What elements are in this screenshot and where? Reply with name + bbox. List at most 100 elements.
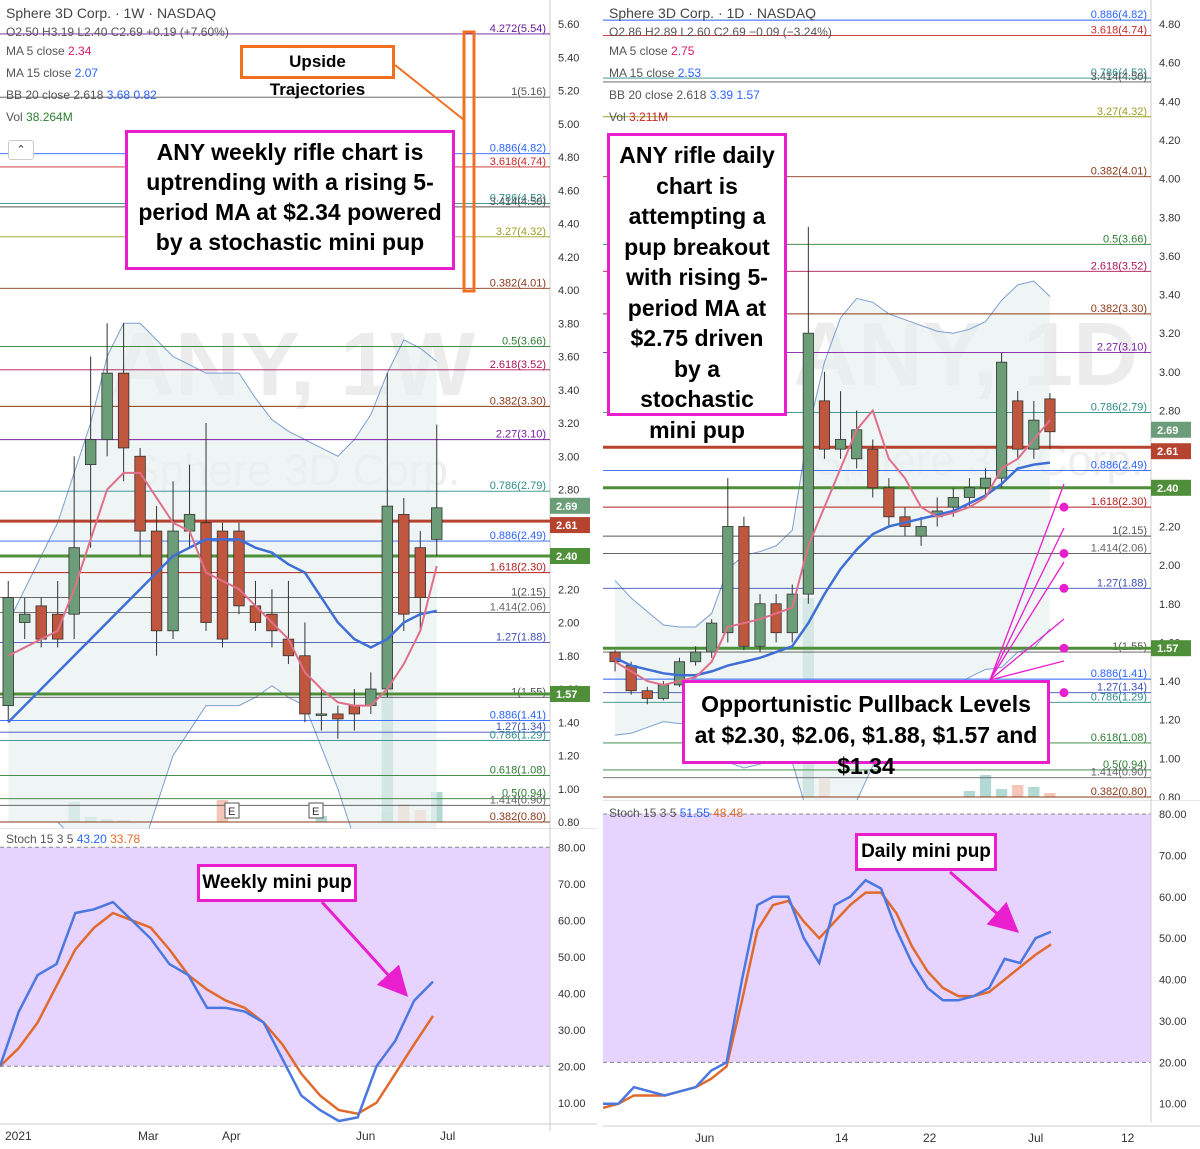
candle-body [867,448,879,489]
fib-level-label: 0.786(2.79) [1091,401,1147,413]
candle-body [786,593,798,634]
candle-body [770,603,782,634]
fib-level-label: 0.618(1.08) [1091,732,1147,744]
daily-ohlc: O2.86 H2.89 L2.60 C2.69 −0.09 (−3.24%) [609,25,832,39]
fib-level-label: 2.618(3.52) [490,359,546,371]
candle-body [1012,400,1024,450]
candle-body [150,530,163,632]
candle-body [2,597,14,707]
fib-level-label: 1.414(2.06) [490,602,546,614]
volume-bar [430,792,443,822]
fib-level-label: 0.786(1.29) [1091,691,1147,703]
weekly-vol: Vol 38.264M [6,110,73,124]
price-axis-tick: 3.00 [558,451,579,463]
price-axis-tick: 2.00 [1159,560,1180,572]
stoch-axis-tick: 30.00 [1159,1016,1187,1028]
stoch-axis-tick: 20.00 [558,1061,586,1073]
price-axis-tick: 4.80 [1159,19,1180,31]
weekly-price-panel[interactable]: ANY, 1WSphere 3D Corp.5.605.405.205.004.… [0,0,597,828]
candle-body [963,487,975,498]
fib-level-label: 0.382(4.01) [1091,166,1147,178]
candle-body [348,705,361,715]
fib-level-label: 0.5(3.66) [502,336,546,348]
price-axis-tick: 2.20 [1159,521,1180,533]
fib-level-label: 0.382(3.30) [1091,303,1147,315]
fib-level-label: 4.272(5.54) [490,23,546,35]
weekly-main-callout: ANY weekly rifle chart is uptrending wit… [125,130,455,270]
fib-level-label: 1.27(1.34) [1097,682,1147,694]
ma15-line [614,461,1051,677]
fib-level-label: 0.5(0.94) [1103,759,1147,771]
fib-level-label: 0.5(0.94) [502,788,546,800]
fib-level-label: 0.886(4.82) [1091,9,1147,21]
candle-body [332,713,344,720]
weekly-mini-pup-callout: Weekly mini pup [197,864,357,902]
x-axis-tick: Jul [1028,1131,1043,1145]
daily-price-panel[interactable]: ANY, 1DSphere 3D Corp.4.804.604.404.204.… [603,0,1200,800]
fib-level-label: 0.786(2.79) [490,480,546,492]
fib-level-label: 2.27(3.10) [1097,342,1147,354]
candle-body [381,505,393,690]
fib-level-label: 1(2.15) [511,587,546,599]
pullback-target-dot [1059,549,1069,559]
x-axis-tick: 12 [1121,1131,1135,1145]
fib-level-label: 0.5(3.66) [1103,233,1147,245]
fib-level-label: 3.618(4.74) [490,156,546,168]
fib-level-label: 3.414(4.50) [490,196,546,208]
weekly-bb: BB 20 close 2.618 3.68 0.82 [6,88,157,102]
stoch-axis-tick: 70.00 [558,879,586,891]
fib-level-label: 3.618(4.74) [1091,25,1147,37]
fib-level-label: 1.414(0.90) [1091,767,1147,779]
daily-vol: Vol 3.211M [609,110,669,124]
fib-level-label: 1.618(2.30) [1091,496,1147,508]
candle-body [738,526,750,647]
weekly-ma5: MA 5 close 2.34 [6,44,92,58]
price-axis-tick: 2.80 [558,485,579,497]
price-axis-tick: 3.80 [1159,212,1180,224]
price-tag [1151,421,1191,438]
price-axis-tick: 3.20 [558,418,579,430]
fib-level-label: 1(1.55) [511,686,546,698]
weekly-price-chart[interactable]: ANY, 1WSphere 3D Corp.5.605.405.205.004.… [0,0,597,828]
collapse-legend-button[interactable]: ⌃ [8,140,34,160]
stoch-axis-tick: 10.00 [1159,1099,1187,1111]
price-tag [550,685,590,702]
earnings-marker [308,802,324,819]
price-tag [1151,640,1191,657]
fib-level-label: 0.886(4.82) [490,143,546,155]
price-axis-tick: 3.40 [558,385,579,397]
candle-body [167,530,179,632]
price-axis-tick: 1.00 [558,784,579,796]
price-axis-tick: 4.60 [558,185,579,197]
price-axis-tick: 1.00 [1159,753,1180,765]
pullback-target-dot [1059,502,1069,512]
fib-level-label: 0.786(4.52) [1091,67,1147,79]
candle-body [134,455,146,532]
stoch-axis-tick: 60.00 [1159,892,1187,904]
fib-level-label: 0.886(1.41) [1091,668,1147,680]
candle-body [818,400,831,450]
price-axis-tick: 3.00 [1159,367,1180,379]
daily-ma5: MA 5 close 2.75 [609,44,695,58]
x-axis-tick: Mar [138,1129,159,1143]
price-axis-tick: 5.20 [558,86,579,98]
candle-body [101,372,113,441]
fib-level-label: 3.27(4.32) [1097,106,1147,118]
daily-price-chart[interactable]: ANY, 1DSphere 3D Corp.4.804.604.404.204.… [603,0,1200,800]
price-tag [550,548,590,564]
daily-mini-pup-callout: Daily mini pup [855,833,997,871]
daily-title: Sphere 3D Corp. · 1D · NASDAQ [609,5,816,21]
candle-body [657,684,669,699]
earnings-marker [224,802,240,819]
fib-level-label: 0.886(1.41) [490,710,546,722]
fib-level-label: 3.27(4.32) [496,226,546,238]
candle-body [915,526,927,537]
stoch-k-line [0,900,434,1123]
x-axis-tick: Jun [695,1131,714,1145]
stoch-axis-tick: 40.00 [558,988,586,1000]
candle-body [996,361,1008,479]
candle-body [117,372,130,449]
fib-level-label: 2.27(3.10) [496,429,546,441]
panel-divider [597,0,603,1149]
price-tag [550,517,590,534]
